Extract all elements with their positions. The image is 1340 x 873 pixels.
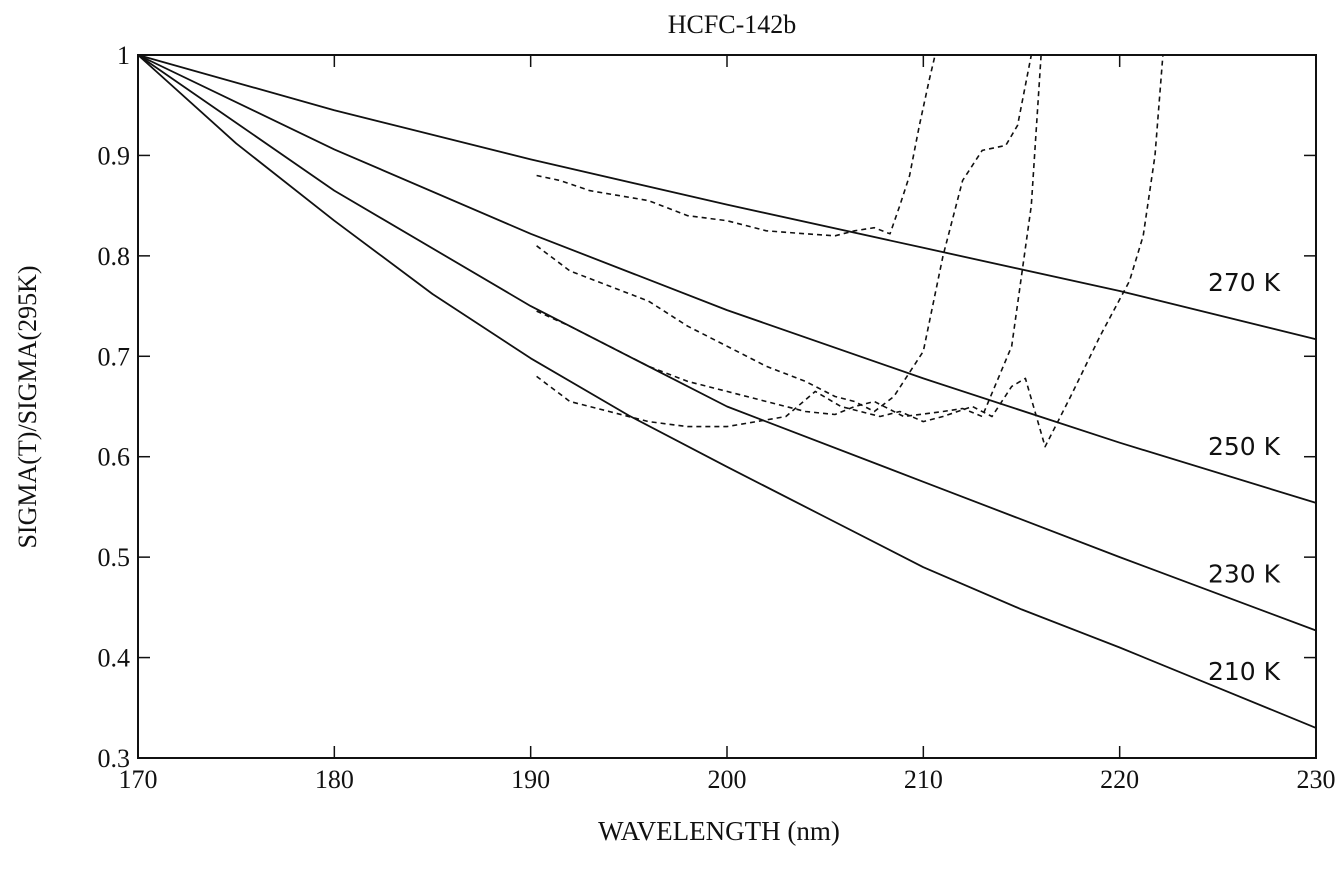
x-tick-label: 210 <box>904 765 943 794</box>
measured-ratio-curve <box>536 54 1042 418</box>
x-axis-ticks: 170 180 190 200 210 220 230 <box>119 55 1336 794</box>
y-tick-label: 0.3 <box>98 744 131 773</box>
series-line-210k <box>137 54 1317 729</box>
series-labels: 270 K 250 K 230 K 210 K <box>1208 268 1281 686</box>
series-lines <box>137 54 1317 729</box>
series-label: 270 K <box>1208 268 1281 297</box>
y-axis-ticks: 0.3 0.4 0.5 0.6 0.7 0.8 0.9 1 <box>98 41 1316 773</box>
x-tick-label: 220 <box>1100 765 1139 794</box>
x-tick-label: 230 <box>1297 765 1336 794</box>
y-tick-label: 0.5 <box>98 543 131 572</box>
y-axis-label: SIGMA(T)/SIGMA(295K) <box>13 265 42 548</box>
x-tick-label: 200 <box>708 765 747 794</box>
x-tick-label: 180 <box>315 765 354 794</box>
measured-ratio-curve <box>536 54 936 237</box>
chart-title: HCFC-142b <box>668 10 797 39</box>
series-line-250k <box>137 54 1317 504</box>
series-label: 250 K <box>1208 432 1281 461</box>
y-tick-label: 0.6 <box>98 443 131 472</box>
y-tick-label: 0.8 <box>98 242 131 271</box>
series-label: 210 K <box>1208 657 1281 686</box>
y-tick-label: 0.7 <box>98 342 131 371</box>
series-line-230k <box>137 54 1317 632</box>
x-tick-label: 170 <box>119 765 158 794</box>
x-axis-label: WAVELENGTH (nm) <box>598 816 840 846</box>
measured-ratio-curve <box>536 54 1164 448</box>
y-tick-label: 1 <box>117 41 130 70</box>
x-tick-label: 190 <box>511 765 550 794</box>
y-tick-label: 0.9 <box>98 141 131 170</box>
measured-ratio-curve <box>536 54 1033 413</box>
series-line-270k <box>137 54 1317 341</box>
y-tick-label: 0.4 <box>98 644 131 673</box>
series-label: 230 K <box>1208 559 1281 588</box>
